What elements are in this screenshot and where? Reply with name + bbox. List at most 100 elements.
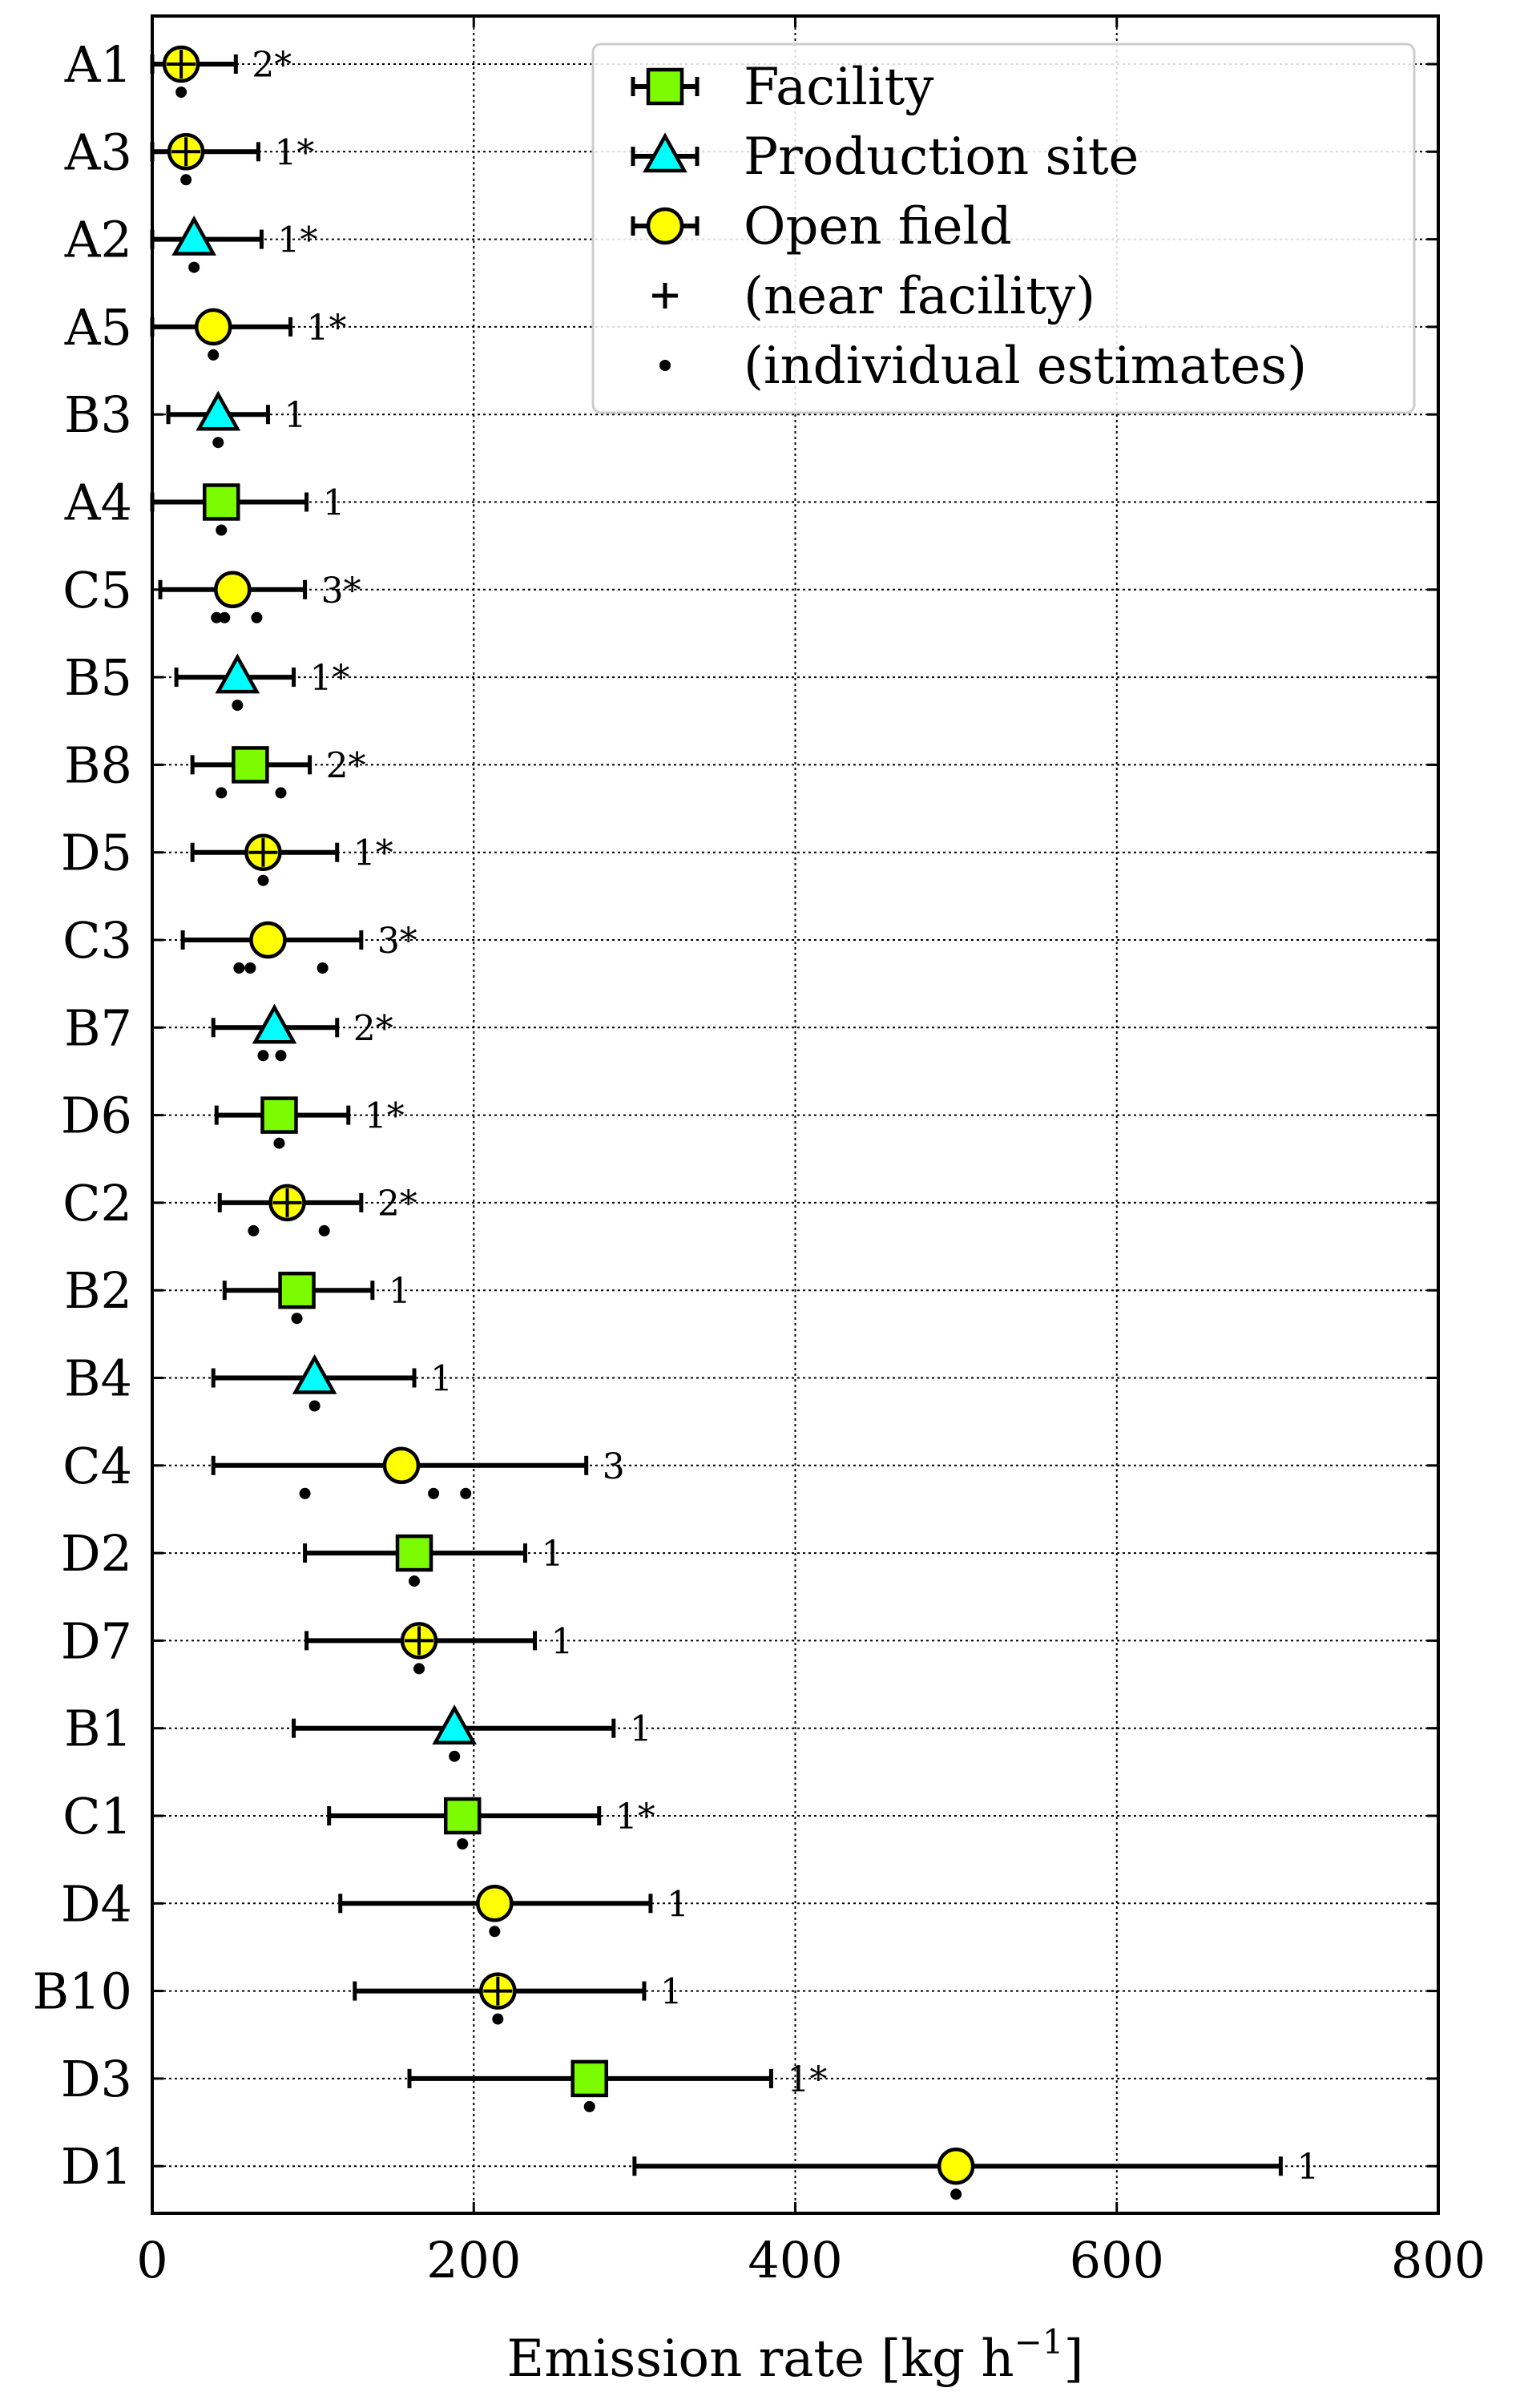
estimate-dot-C3-2 <box>317 962 329 974</box>
count-label-B7: 2* <box>353 1008 393 1049</box>
marker-A3-near-plus <box>171 137 201 167</box>
estimate-dot-D4-0 <box>489 1926 501 1938</box>
estimate-dot-B2-0 <box>291 1313 303 1325</box>
y-tick-label-D1: D1 <box>61 2137 132 2196</box>
y-tick-label-C1: C1 <box>62 1787 132 1845</box>
marker-C5 <box>214 571 252 609</box>
y-tick-label-B4: B4 <box>64 1349 132 1408</box>
marker-B10-near-plus <box>483 1976 513 2006</box>
y-tick-label-D7: D7 <box>61 1611 132 1670</box>
x-tick-label-800: 800 <box>1391 2231 1486 2289</box>
y-tick-label-D6: D6 <box>61 1087 132 1145</box>
estimate-dot-B8-1 <box>275 787 287 799</box>
estimate-dot-B7-1 <box>275 1050 287 1062</box>
y-tick-label-C2: C2 <box>62 1174 132 1232</box>
y-tick-label-C5: C5 <box>62 561 132 619</box>
estimate-dot-A4-0 <box>216 524 228 536</box>
count-label-D7: 1 <box>550 1621 573 1662</box>
marker-D1 <box>937 2147 975 2185</box>
y-tick-label-B7: B7 <box>64 998 132 1057</box>
x-axis-title: Emission rate [kg h−1] <box>507 2322 1084 2389</box>
count-label-D1: 1 <box>1296 2147 1319 2188</box>
marker-B7 <box>252 1003 297 1044</box>
x-tick-label-200: 200 <box>426 2231 521 2289</box>
marker-C1 <box>443 1797 482 1835</box>
marker-A1-near-plus <box>167 50 196 79</box>
count-label-A4: 1 <box>323 483 345 524</box>
marker-B8 <box>232 746 269 784</box>
estimate-dot-C2-1 <box>318 1224 330 1236</box>
estimate-dot-C2-0 <box>248 1224 260 1236</box>
marker-A5 <box>194 308 232 346</box>
y-tick-label-B8: B8 <box>64 736 132 794</box>
estimate-dot-A2-0 <box>188 261 200 273</box>
y-tick-label-A4: A4 <box>64 474 132 532</box>
y-tick-label-B10: B10 <box>33 1962 132 2021</box>
marker-B2 <box>278 1271 316 1309</box>
legend-item-square-marker <box>646 67 684 106</box>
estimate-dot-B4-0 <box>308 1400 321 1412</box>
legend-item-dot-label: (individual estimates) <box>744 337 1307 396</box>
y-tick-label-D4: D4 <box>61 1874 132 1933</box>
estimate-dot-B10-0 <box>492 2013 504 2025</box>
estimate-dot-B5-0 <box>232 700 244 712</box>
x-tick-label-0: 0 <box>136 2231 167 2289</box>
marker-D6 <box>260 1096 298 1134</box>
estimate-dot-C4-0 <box>299 1487 311 1499</box>
count-label-B5: 1* <box>310 658 350 699</box>
x-tick-labels: 0 200 400 600 800 <box>136 2231 1486 2289</box>
count-label-C2: 2* <box>377 1184 417 1224</box>
axis-ticks <box>151 16 1440 2213</box>
count-label-B2: 1 <box>389 1271 411 1312</box>
count-label-B8: 2* <box>326 745 366 786</box>
estimate-dot-B1-0 <box>449 1750 461 1762</box>
marker-D5-near-plus <box>248 837 278 867</box>
y-tick-label-B1: B1 <box>64 1700 132 1758</box>
estimate-dot-B7-0 <box>257 1050 269 1062</box>
estimate-dot-D3-0 <box>583 2100 595 2112</box>
count-label-D2: 1 <box>541 1534 563 1575</box>
count-label-C3: 3* <box>377 921 417 962</box>
x-tick-label-400: 400 <box>748 2231 842 2289</box>
x-axis-title-main: Emission rate [kg h <box>507 2329 1014 2389</box>
count-label-A3: 1* <box>274 132 314 173</box>
marker-D7-near-plus <box>405 1626 434 1656</box>
estimate-dot-B3-0 <box>212 437 224 449</box>
y-tick-label-A1: A1 <box>64 35 132 94</box>
count-label-D4: 1 <box>667 1884 689 1925</box>
estimate-dot-A1-0 <box>175 87 187 98</box>
y-tick-label-A5: A5 <box>64 298 132 357</box>
estimate-dot-C5-2 <box>251 611 263 623</box>
estimate-dot-D1-0 <box>950 2188 962 2200</box>
y-tick-label-C3: C3 <box>62 911 132 970</box>
legend: Facility Production site Open field (near f… <box>591 42 1416 414</box>
estimate-dot-C4-2 <box>460 1487 472 1499</box>
x-tick-label-600: 600 <box>1070 2231 1164 2289</box>
legend-item-triangle-marker <box>643 132 687 173</box>
marker-D4 <box>476 1885 514 1922</box>
y-tick-label-A3: A3 <box>64 123 132 181</box>
y-tick-labels: A1 A3 A2 A5 B3 A4 C5 B5 B8 D5 C3 B7 D6 C2 B2 B4 C4 D2 D7 B1… <box>33 35 132 2196</box>
markers <box>162 45 975 2185</box>
marker-D2 <box>395 1534 433 1572</box>
legend-item-circle-marker <box>646 207 684 245</box>
y-tick-label-D3: D3 <box>61 2050 132 2108</box>
legend-item-triangle-label: Production site <box>744 127 1139 187</box>
legend-item-square-label: Facility <box>744 58 933 117</box>
estimate-dot-A5-0 <box>208 349 220 361</box>
count-label-D5: 1* <box>353 833 393 874</box>
y-tick-label-B5: B5 <box>64 648 132 707</box>
count-label-A5: 1* <box>307 308 347 349</box>
y-tick-label-D5: D5 <box>61 824 132 882</box>
estimate-dot-C3-0 <box>233 962 245 974</box>
estimate-dot-C1-0 <box>457 1838 469 1849</box>
marker-C2-near-plus <box>272 1188 302 1217</box>
legend-item-circle-label: Open field <box>744 197 1012 256</box>
legend-box <box>591 42 1416 414</box>
count-label-A1: 2* <box>252 45 292 86</box>
count-label-C4: 3 <box>603 1446 625 1487</box>
estimate-dot-D2-0 <box>409 1575 421 1587</box>
legend-item-dot-marker <box>659 360 671 371</box>
marker-A4 <box>203 483 240 521</box>
